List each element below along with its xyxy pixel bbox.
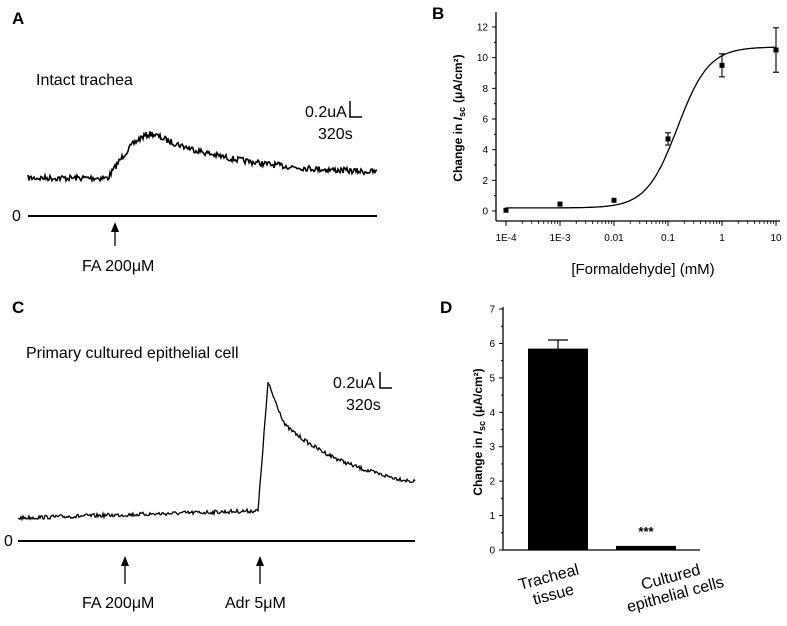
panel-b: B 0 2 4 6 8 10 12 1E-4 1E-3 0.01 0.1 1 10 [Formaldeh…: [432, 4, 782, 278]
panel-a-stimulus-arrow: [111, 222, 119, 246]
panel-d-ticks: 0 1 2 3 4 5 6 7: [489, 305, 503, 557]
panel-b-axes: [495, 12, 780, 222]
panel-c-scale-bar: [379, 372, 392, 389]
panel-b-xtick-label: 10: [770, 233, 782, 244]
panel-c-stimulus-arrow-fa: [121, 556, 129, 584]
panel-d-ytick-label: 7: [489, 305, 495, 316]
panel-d-bars: ***: [528, 339, 676, 550]
panel-d-bar: [528, 348, 588, 550]
panel-d-ytick-label: 6: [489, 339, 495, 350]
panel-a-trace: [27, 131, 378, 184]
panel-d-ytick-label: 4: [489, 408, 495, 419]
panel-b-point: [719, 62, 725, 68]
panel-d-ylabel: Change in Isc(μA/cm²): [471, 368, 487, 495]
panel-d-ytick-label: 2: [489, 477, 495, 488]
panel-b-ytick-label: 12: [477, 23, 489, 34]
panel-c-title: Primary cultured epithelial cell: [26, 345, 239, 362]
panel-b-point: [773, 47, 779, 53]
panel-b-point: [611, 197, 617, 203]
panel-c-zero-label: 0: [4, 533, 13, 550]
panel-letter-a: A: [12, 9, 24, 28]
panel-b-point: [503, 207, 509, 213]
panel-letter-c: C: [12, 298, 24, 317]
panel-b-ytick-label: 4: [482, 145, 488, 156]
panel-b-xtick-label: 1E-3: [549, 233, 571, 244]
panel-b-xtick-label: 0.1: [661, 233, 675, 244]
panel-b-ytick-label: 10: [477, 53, 489, 64]
panel-b-xlabel: [Formaldehyde] (mM): [571, 261, 714, 278]
panel-d-significance: ***: [638, 524, 654, 539]
panel-b-ytick-label: 0: [482, 207, 488, 218]
panel-a-zero-label: 0: [12, 208, 21, 225]
panel-c: C Primary cultured epithelial cell 0.2uA…: [4, 298, 416, 612]
panel-d-bar: [616, 545, 676, 550]
panel-a-scale-current: 0.2uA: [305, 104, 347, 121]
panel-c-scale-time: 320s: [346, 397, 381, 414]
panel-b-ytick-label: 8: [482, 84, 488, 95]
panel-a: A Intact trachea 0.2uA 320s 0 FA 200μM: [12, 9, 378, 275]
panel-b-ytick-label: 2: [482, 176, 488, 187]
panel-letter-d: D: [440, 298, 452, 317]
panel-d-category-label: Trachealtissue: [517, 561, 586, 611]
panel-b-xtick-label: 0.01: [604, 233, 624, 244]
panel-b-point: [557, 201, 563, 207]
panel-a-scale-bar: [349, 101, 362, 118]
panel-d: D 0 1 2 3 4 5 6 7 *** Trachealtissue Culturedepi…: [440, 298, 726, 616]
panel-c-stimulus-fa-label: FA 200μM: [82, 595, 154, 612]
panel-c-trace: [18, 382, 416, 522]
panel-b-ticks: 0 2 4 6 8 10 12 1E-4 1E-3 0.01 0.1 1 10: [477, 23, 782, 245]
panel-b-fit-curve: [506, 46, 777, 209]
panel-d-ytick-label: 5: [489, 373, 495, 384]
panel-b-ytick-label: 6: [482, 115, 488, 126]
panel-b-xtick-label: 1E-4: [495, 233, 517, 244]
panel-c-scale-current: 0.2uA: [333, 375, 375, 392]
panel-b-ylabel: Change in Isc(μA/cm²): [451, 54, 467, 181]
panel-b-points: [503, 27, 779, 213]
panel-c-stimulus-arrow-adr: [256, 556, 264, 584]
panel-c-stimulus-adr-label: Adr 5μM: [225, 595, 286, 612]
panel-b-xtick-label: 1: [719, 233, 725, 244]
panel-d-category-labels: Trachealtissue Culturedepithelial cells: [517, 557, 726, 617]
panel-letter-b: B: [432, 4, 444, 23]
panel-a-scale-time: 320s: [318, 126, 353, 143]
panel-d-ytick-label: 3: [489, 442, 495, 453]
panel-a-title: Intact trachea: [36, 72, 133, 89]
panel-a-stimulus-label: FA 200μM: [82, 258, 154, 275]
panel-d-category-label: Culturedepithelial cells: [621, 557, 726, 617]
panel-d-ytick-label: 1: [489, 511, 495, 522]
panel-b-point: [665, 136, 671, 142]
panel-d-ytick-label: 0: [489, 546, 495, 557]
